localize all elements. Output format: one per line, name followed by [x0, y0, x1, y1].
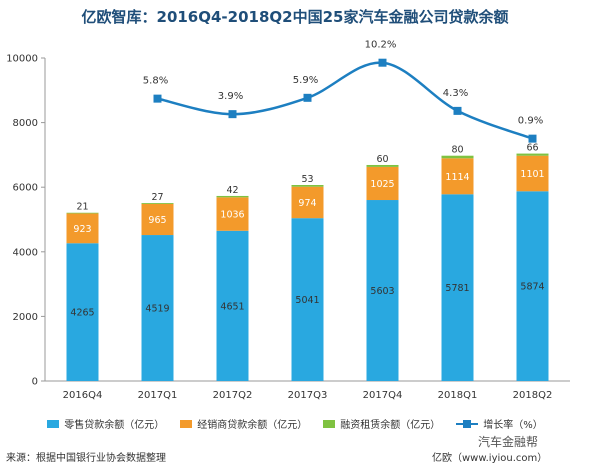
- legend-label-leasing: 融资租赁余额（亿元）: [340, 420, 441, 431]
- growth-rate-label: 3.9%: [218, 91, 243, 102]
- watermark: 汽车金融帮: [478, 435, 539, 449]
- legend-item-leasing: 融资租赁余额（亿元）: [323, 416, 440, 431]
- x-tick-label: 2016Q4: [63, 390, 103, 401]
- bar-segment: [216, 195, 249, 198]
- bar-data-label: 1101: [520, 169, 544, 180]
- x-tick-label: 2018Q1: [438, 390, 478, 401]
- bar-data-label: 5781: [445, 283, 469, 294]
- bar-data-label: 21: [76, 202, 88, 213]
- legend: 零售贷款余额（亿元） 经销商贷款余额（亿元） 融资租赁余额（亿元） 增长率（%）: [0, 416, 590, 431]
- growth-rate-marker: [453, 106, 462, 115]
- legend-item-growth: 增长率（%）: [456, 416, 543, 431]
- growth-rate-marker: [228, 110, 237, 119]
- bar-segment: [216, 230, 249, 381]
- x-tick-label: 2018Q2: [513, 390, 553, 401]
- bar-segment: [66, 213, 99, 244]
- x-tick-label: 2017Q3: [288, 390, 328, 401]
- bar-segment: [141, 202, 174, 204]
- growth-rate-label: 5.8%: [143, 76, 168, 87]
- bar-data-label: 66: [526, 143, 538, 154]
- bar-segment: [141, 235, 174, 381]
- bar-data-label: 5874: [520, 282, 544, 293]
- bar-segment: [66, 212, 99, 214]
- growth-rate-marker: [153, 94, 162, 103]
- legend-label-growth: 增长率（%）: [483, 420, 543, 431]
- growth-rate-label: 4.3%: [443, 88, 468, 99]
- bar-data-label: 80: [451, 145, 463, 156]
- source-note: 来源：根据中国银行业协会数据整理: [6, 453, 166, 464]
- bar-segment: [441, 155, 474, 159]
- bar-segment: [366, 166, 399, 201]
- bar-data-label: 1036: [220, 210, 244, 221]
- bar-data-label: 53: [301, 174, 313, 185]
- bar-segment: [516, 155, 549, 192]
- bar-data-label: 60: [376, 154, 388, 165]
- growth-rate-marker: [528, 134, 537, 143]
- bar-segment: [366, 164, 399, 167]
- growth-rate-label: 0.9%: [518, 116, 543, 127]
- bar-data-label: 1114: [445, 172, 469, 183]
- bar-segment: [66, 243, 99, 381]
- legend-swatch-retail: [47, 419, 60, 428]
- legend-label-retail: 零售贷款余额（亿元）: [64, 420, 165, 431]
- x-tick-label: 2017Q4: [363, 390, 403, 401]
- legend-item-retail: 零售贷款余额（亿元）: [47, 416, 164, 431]
- bar-segment: [291, 186, 324, 219]
- bar-data-label: 4519: [145, 304, 169, 315]
- bar-data-label: 27: [151, 192, 163, 203]
- growth-rate-marker: [378, 58, 387, 67]
- bar-data-label: 5603: [370, 286, 394, 297]
- bar-segment: [291, 218, 324, 381]
- y-tick-label: 0: [32, 377, 38, 388]
- legend-swatch-leasing: [323, 419, 336, 428]
- bar-segment: [291, 185, 324, 187]
- bar-segment: [441, 158, 474, 195]
- growth-rate-label: 10.2%: [365, 40, 397, 51]
- growth-rate-label: 5.9%: [293, 75, 318, 86]
- bar-data-label: 974: [298, 198, 316, 209]
- credit-note: 亿欧（www.iyiou.com）: [432, 453, 548, 464]
- bar-data-label: 4651: [220, 301, 244, 312]
- legend-swatch-growth: [456, 419, 479, 429]
- y-tick-label: 2000: [13, 312, 38, 323]
- x-tick-label: 2017Q1: [138, 390, 178, 401]
- bar-segment: [366, 200, 399, 381]
- legend-label-dealer: 经销商贷款余额（亿元）: [197, 420, 308, 431]
- bar-segment: [516, 153, 549, 156]
- legend-swatch-dealer: [180, 419, 193, 428]
- bar-segment: [516, 191, 549, 381]
- bar-data-label: 5041: [295, 295, 319, 306]
- bar-data-label: 923: [73, 224, 91, 235]
- bar-data-label: 1025: [370, 179, 394, 190]
- growth-rate-line: [157, 61, 533, 140]
- legend-item-dealer: 经销商贷款余额（亿元）: [180, 416, 307, 431]
- y-tick-label: 4000: [13, 247, 38, 258]
- y-tick-label: 6000: [13, 183, 38, 194]
- y-tick-label: 10000: [6, 54, 38, 65]
- growth-rate-marker: [303, 93, 312, 102]
- bar-segment: [216, 197, 249, 231]
- bar-data-label: 965: [148, 215, 166, 226]
- x-tick-label: 2017Q2: [213, 390, 253, 401]
- y-tick-label: 8000: [13, 118, 38, 129]
- bar-segment: [441, 194, 474, 381]
- bar-data-label: 42: [226, 185, 238, 196]
- bar-data-label: 4265: [70, 308, 94, 319]
- bar-segment: [141, 203, 174, 236]
- chart-title: 亿欧智库：2016Q4-2018Q2中国25家汽车金融公司贷款余额: [81, 8, 509, 26]
